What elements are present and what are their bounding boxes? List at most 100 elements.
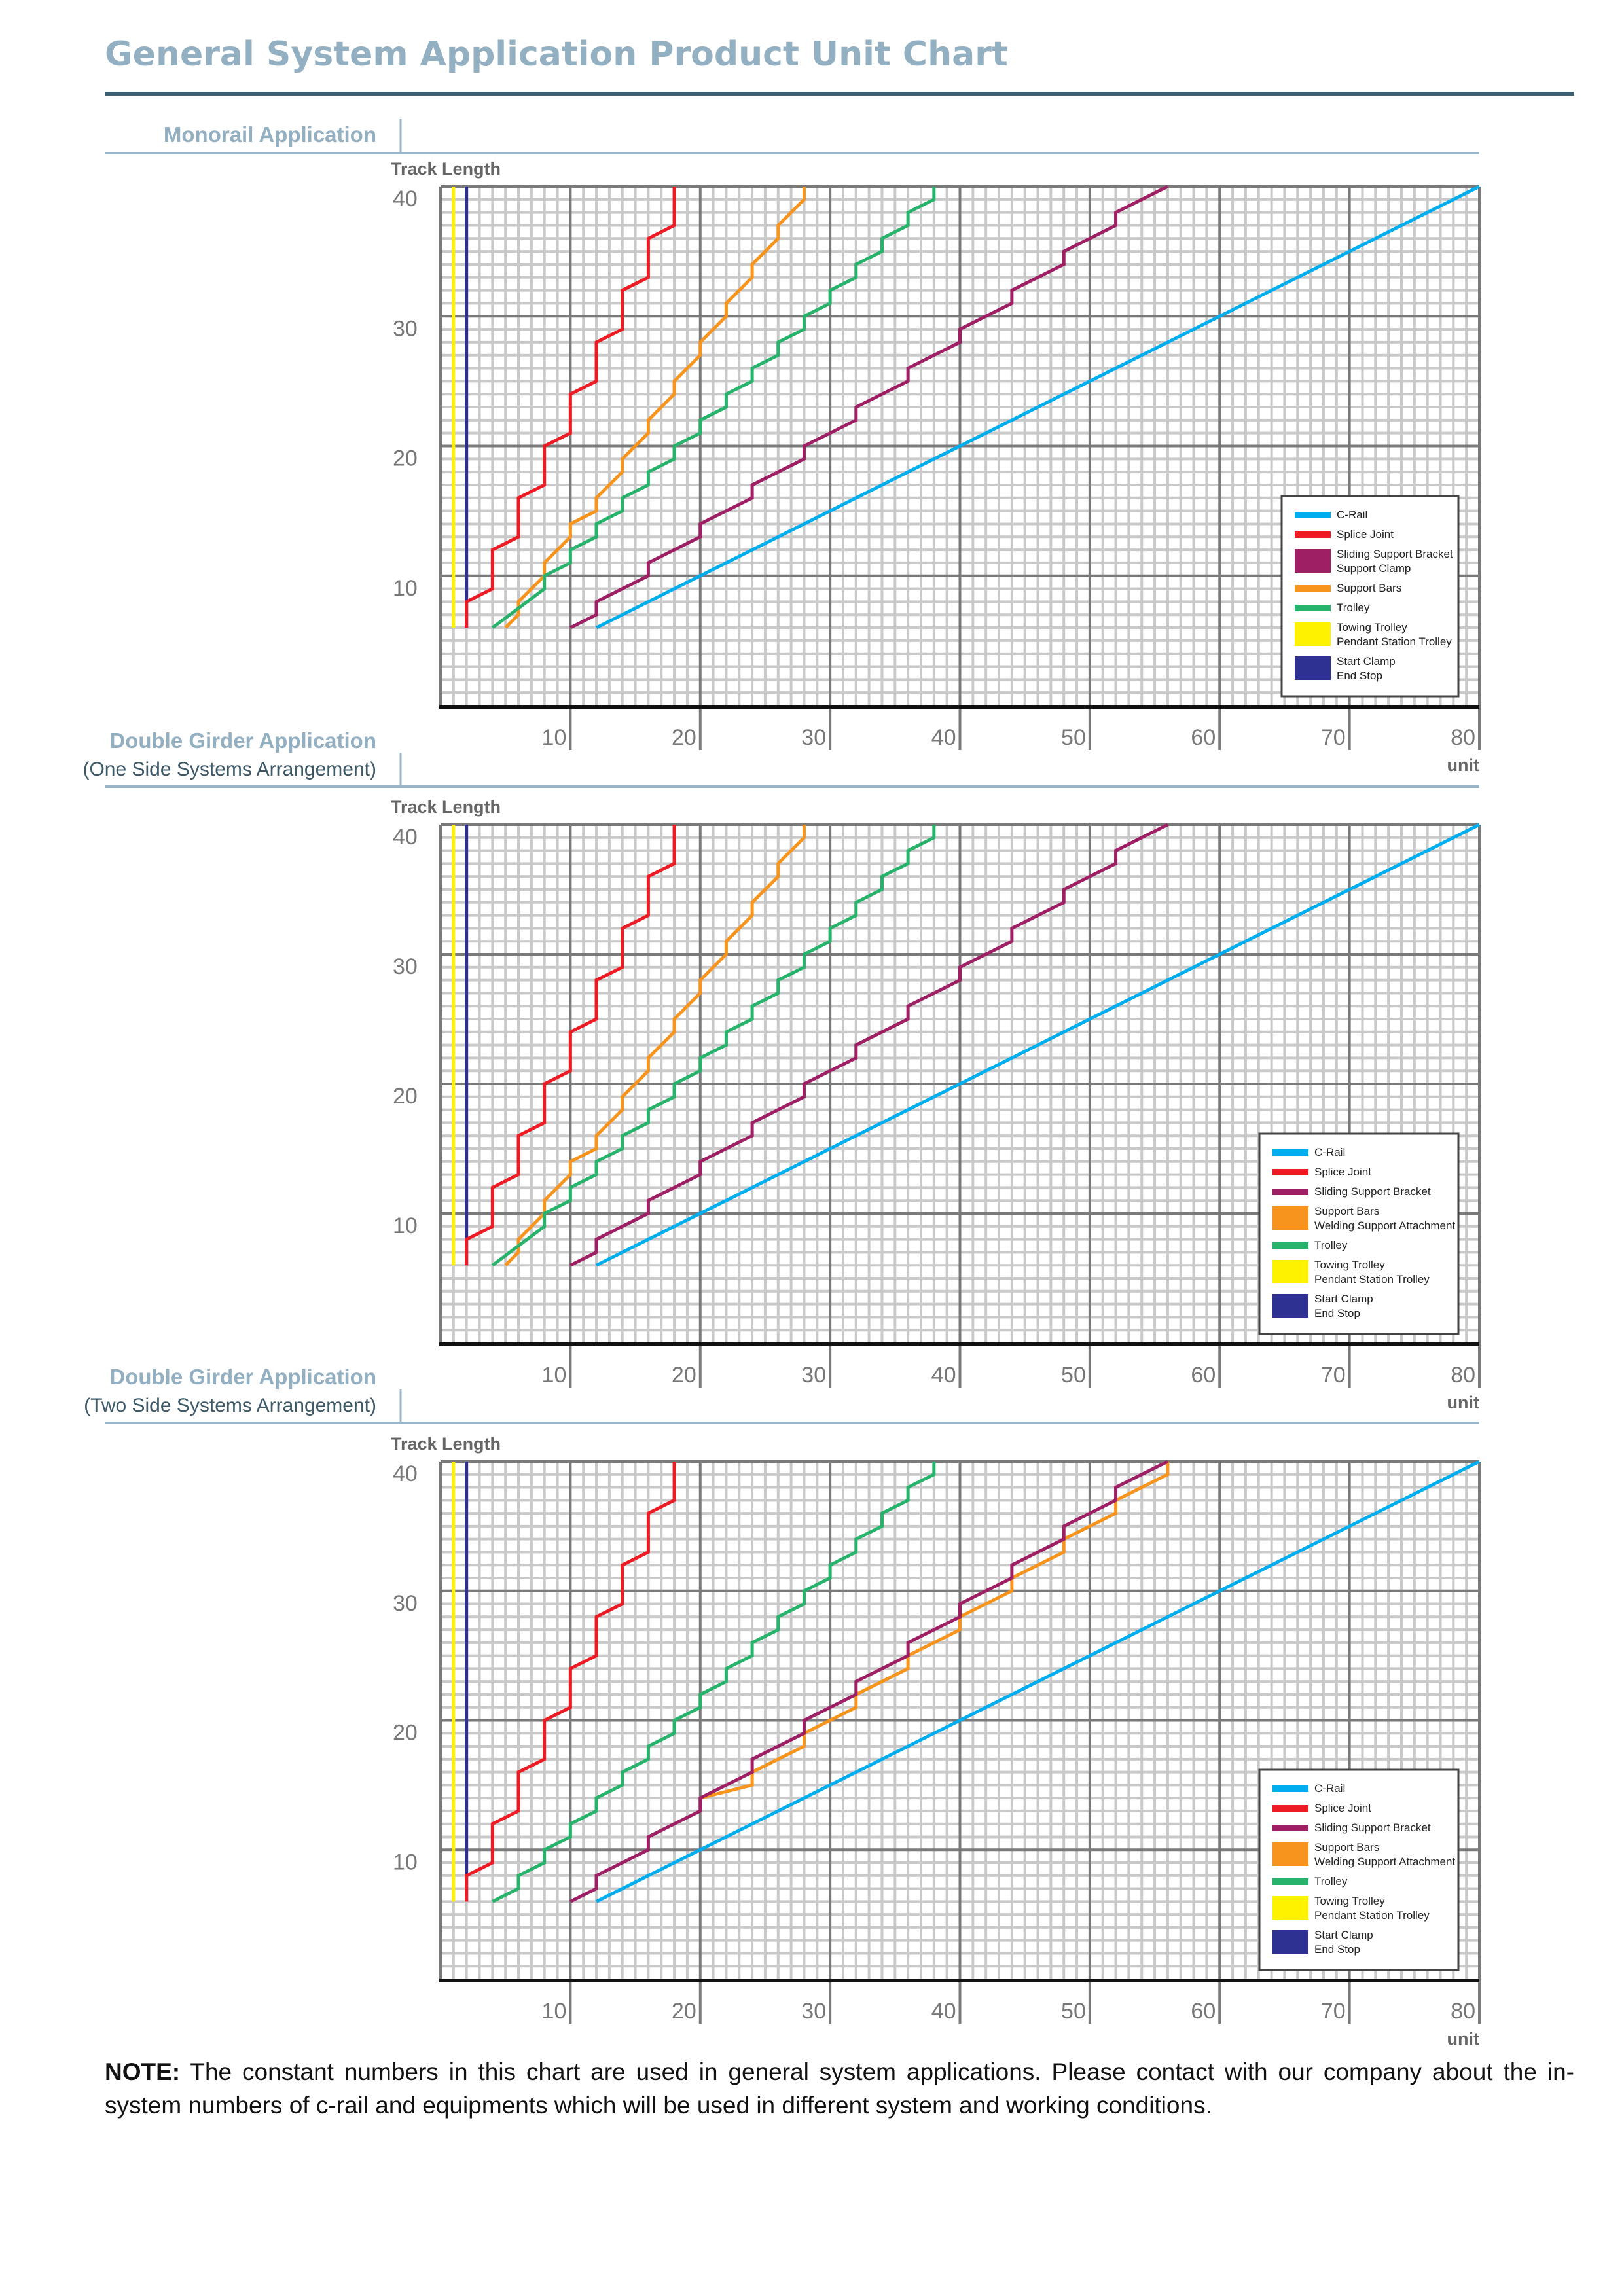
series-group	[452, 823, 1481, 1267]
series-line-splice-joint	[465, 1462, 676, 1902]
legend-label: Sliding Support Bracket	[1314, 1821, 1431, 1834]
y-axis-label: Track Length	[391, 797, 501, 817]
legend-label: Start Clamp	[1314, 1293, 1373, 1305]
page-title: General System Application Product Unit …	[105, 35, 1008, 74]
x-tick-label: 60	[1191, 725, 1216, 750]
chart-2: Double Girder Application (One Side Syste…	[82, 728, 1481, 1412]
note-text: The constant numbers in this chart are u…	[105, 2058, 1574, 2119]
chart-1: Monorail Application Track Length unit 10 20…	[105, 119, 1481, 775]
y-tick-label: 40	[393, 825, 418, 850]
x-tick-label: 10	[542, 725, 567, 750]
legend-swatch	[1272, 1930, 1308, 1954]
x-axis-label: unit	[1447, 755, 1479, 775]
chart-3: Double Girder Application (Two Side Syste…	[84, 1365, 1481, 2049]
x-tick-label: 60	[1191, 1363, 1216, 1388]
x-axis-label: unit	[1447, 2029, 1479, 2049]
y-tick-label: 20	[393, 1721, 418, 1746]
x-tick-label: 40	[931, 1363, 956, 1388]
x-tick-label: 30	[801, 725, 826, 750]
series-line-support-bars	[504, 825, 806, 1266]
legend-swatch	[1272, 1149, 1308, 1156]
x-tick-label: 30	[801, 1999, 826, 2024]
series-line-trolley	[491, 825, 936, 1267]
series-line-support-bars	[504, 187, 806, 629]
legend-label: Support Clamp	[1337, 562, 1411, 575]
x-tick-label: 80	[1451, 725, 1475, 750]
legend-swatch	[1272, 1825, 1308, 1831]
legend-label: Splice Joint	[1337, 528, 1394, 541]
legend-label: Welding Support Attachment	[1314, 1856, 1455, 1868]
legend-label: Sliding Support Bracket	[1314, 1185, 1431, 1198]
legend-label: Welding Support Attachment	[1314, 1219, 1455, 1232]
y-tick-label: 30	[393, 954, 418, 979]
x-axis-label: unit	[1447, 1393, 1479, 1412]
x-tick-label: 30	[801, 1363, 826, 1388]
legend-swatch	[1295, 656, 1331, 680]
x-tick-label: 20	[672, 1363, 696, 1388]
y-tick-label: 40	[393, 187, 418, 211]
x-tick-label: 70	[1321, 1363, 1346, 1388]
x-tick-label: 70	[1321, 725, 1346, 750]
legend-label: Pendant Station Trolley	[1337, 636, 1452, 648]
y-tick-label: 30	[393, 316, 418, 341]
title-rule	[105, 92, 1574, 96]
legend-swatch	[1295, 531, 1331, 538]
y-tick-label: 20	[393, 1084, 418, 1109]
legend-label: Splice Joint	[1314, 1802, 1371, 1814]
y-tick-label: 20	[393, 446, 418, 471]
legend-swatch	[1272, 1294, 1308, 1318]
section-title: Monorail Application	[164, 122, 376, 147]
x-tick-label: 20	[672, 725, 696, 750]
legend-swatch	[1272, 1260, 1308, 1283]
legend-label: Splice Joint	[1314, 1166, 1371, 1178]
series-line-sliding-support-bracket	[569, 1460, 1169, 1903]
legend-swatch	[1272, 1169, 1308, 1175]
legend-label: Towing Trolley	[1314, 1895, 1385, 1907]
legend-label: Pendant Station Trolley	[1314, 1273, 1430, 1285]
x-tick-label: 40	[931, 725, 956, 750]
legend-label: C-Rail	[1314, 1146, 1345, 1158]
legend-swatch	[1295, 605, 1331, 611]
legend-swatch	[1272, 1785, 1308, 1792]
legend-swatch	[1272, 1189, 1308, 1195]
series-line-c-rail	[595, 185, 1481, 630]
legend-label: Sliding Support Bracket	[1337, 548, 1453, 560]
legend-label: End Stop	[1314, 1943, 1360, 1956]
legend-label: End Stop	[1314, 1307, 1360, 1319]
series-line-trolley	[492, 1462, 936, 1903]
legend-label: C-Rail	[1314, 1782, 1345, 1795]
note: NOTE: The constant numbers in this chart…	[105, 2055, 1574, 2122]
series-line-splice-joint	[465, 825, 676, 1266]
legend-label: C-Rail	[1337, 509, 1367, 521]
legend: C-Rail Splice Joint Sliding Support Bracke…	[1258, 1768, 1460, 1971]
x-tick-label: 80	[1451, 1999, 1475, 2024]
legend-swatch	[1272, 1242, 1308, 1249]
x-tick-label: 20	[672, 1999, 696, 2024]
y-tick-label: 10	[393, 1850, 418, 1874]
legend-label: Trolley	[1314, 1875, 1348, 1888]
series-line-c-rail	[595, 1460, 1481, 1903]
series-group	[452, 1460, 1481, 1903]
series-line-c-rail	[595, 823, 1481, 1267]
legend-label: Start Clamp	[1337, 655, 1396, 668]
legend-label: Support Bars	[1314, 1205, 1379, 1217]
legend-label: End Stop	[1337, 670, 1382, 682]
y-tick-label: 30	[393, 1591, 418, 1616]
series-line-splice-joint	[465, 187, 676, 628]
grid	[439, 185, 1481, 750]
legend-label: Pendant Station Trolley	[1314, 1909, 1430, 1922]
series-line-sliding-support-bracket	[569, 823, 1169, 1267]
legend-label: Support Bars	[1314, 1841, 1379, 1854]
y-axis-label: Track Length	[391, 159, 501, 179]
section-subtitle: (Two Side Systems Arrangement)	[84, 1395, 376, 1416]
x-tick-label: 10	[542, 1363, 567, 1388]
series-line-trolley	[491, 187, 936, 630]
x-tick-label: 50	[1061, 725, 1086, 750]
legend-swatch	[1295, 549, 1331, 573]
y-tick-label: 10	[393, 576, 418, 601]
legend-swatch	[1295, 622, 1331, 646]
y-axis-label: Track Length	[391, 1434, 501, 1454]
section-title: Double Girder Application	[109, 1365, 376, 1389]
legend-label: Trolley	[1337, 601, 1370, 614]
